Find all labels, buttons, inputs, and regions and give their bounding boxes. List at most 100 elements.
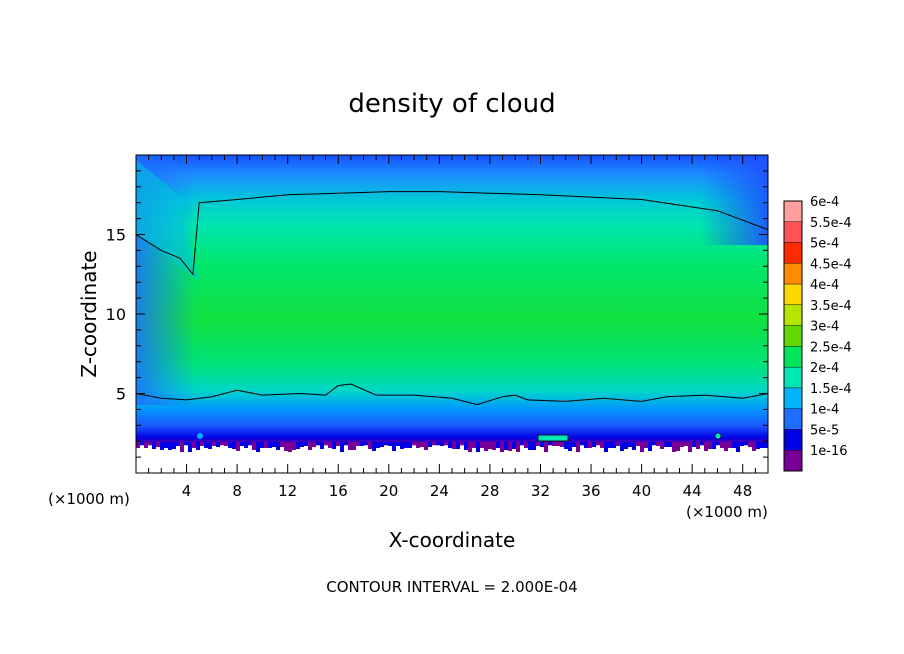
x-axis-label: X-coordinate — [389, 528, 516, 552]
speckle — [404, 442, 408, 448]
x-tick-label: 24 — [430, 482, 449, 500]
colorbar-swatch — [783, 429, 803, 451]
speckle — [676, 442, 680, 451]
y-tick-label: 5 — [116, 385, 126, 404]
speckle — [528, 442, 532, 450]
speckle — [512, 442, 516, 449]
x-axis: 4 8 12 16 20 24 28 32 36 40 44 48 — [148, 155, 756, 500]
colorbar-swatch — [783, 242, 803, 264]
colorbar-label: 4e-4 — [810, 278, 839, 293]
speckle — [240, 442, 244, 446]
speckle — [416, 442, 420, 448]
colorbar-label: 5e-5 — [810, 423, 839, 438]
x-tick-label: 36 — [581, 482, 600, 500]
speckle — [728, 442, 732, 448]
speckle — [364, 442, 368, 445]
speckle — [568, 442, 572, 451]
speckle — [704, 442, 708, 451]
speckle — [140, 442, 144, 445]
speckle — [444, 442, 448, 445]
speckle — [572, 442, 576, 447]
speckle — [216, 442, 220, 447]
speckle — [204, 442, 208, 448]
speckle — [632, 442, 636, 450]
speckle — [388, 442, 392, 446]
speckle — [644, 442, 648, 448]
colorbar-label: 6e-4 — [810, 195, 839, 210]
speckle — [504, 442, 508, 450]
speckle — [448, 442, 452, 448]
speckle — [464, 442, 468, 450]
speckle — [236, 442, 240, 451]
speckle — [232, 442, 236, 449]
speckle — [308, 442, 312, 450]
x-unit-right: (×1000 m) — [686, 503, 768, 521]
speckle — [260, 442, 264, 448]
colorbar-swatch — [783, 221, 803, 243]
colorbar-label: 4.5e-4 — [810, 257, 852, 272]
speckle — [264, 442, 268, 448]
speckle — [192, 442, 196, 448]
speckle — [392, 442, 396, 451]
speckle — [276, 442, 280, 450]
speckle — [672, 442, 676, 452]
speckle — [620, 442, 624, 451]
speckle — [280, 442, 284, 447]
speckle — [480, 442, 484, 448]
speckle — [420, 442, 424, 447]
speckle — [516, 442, 520, 452]
speckle — [552, 442, 556, 446]
speckle — [752, 442, 756, 451]
speckle — [248, 442, 252, 445]
speckle — [196, 442, 200, 450]
speckle — [432, 442, 436, 445]
speckle — [188, 442, 192, 452]
speckle — [496, 442, 500, 448]
speckle — [220, 442, 224, 445]
speckle — [668, 442, 672, 447]
speckle — [548, 442, 552, 445]
speckle — [720, 442, 724, 448]
speckle — [320, 442, 324, 449]
speckle — [352, 442, 356, 450]
colorbar-swatch — [783, 304, 803, 326]
speckle — [424, 442, 428, 450]
speckle — [160, 442, 164, 450]
colorbar-swatch — [783, 283, 803, 306]
speckle — [312, 442, 316, 447]
speckle — [396, 442, 400, 446]
speckle — [476, 442, 480, 452]
speckle — [316, 442, 320, 445]
speckle — [560, 442, 564, 447]
speckle — [584, 442, 588, 448]
speckle — [208, 442, 212, 449]
speckle — [332, 442, 336, 449]
contour-line-upper — [136, 191, 768, 276]
speckle — [764, 442, 768, 448]
speckle — [252, 442, 256, 450]
speckle — [696, 442, 700, 449]
speckle — [600, 442, 604, 448]
speckle — [724, 442, 728, 451]
speckle — [400, 442, 404, 449]
speckle — [368, 442, 372, 449]
colorbar-label: 1e-16 — [810, 444, 848, 459]
speckle — [736, 442, 740, 452]
colorbar-swatch — [783, 346, 803, 368]
speckle — [328, 442, 332, 448]
speckle — [212, 442, 216, 446]
colorbar-swatch — [783, 387, 803, 409]
speckle — [156, 442, 160, 447]
colorbar: 6e-4 5.5e-4 5e-4 4.5e-4 4e-4 3.5e-4 3e-4 2.5e-4… — [783, 195, 852, 472]
speckle — [152, 442, 156, 449]
speckle — [520, 442, 524, 445]
speckle — [408, 442, 412, 448]
speckle — [492, 442, 496, 450]
speckle — [336, 442, 340, 446]
speckle — [636, 442, 640, 446]
speckle — [508, 442, 512, 451]
y-tick-label: 10 — [106, 305, 126, 324]
colorbar-swatch — [783, 450, 803, 472]
speckle — [616, 442, 620, 446]
